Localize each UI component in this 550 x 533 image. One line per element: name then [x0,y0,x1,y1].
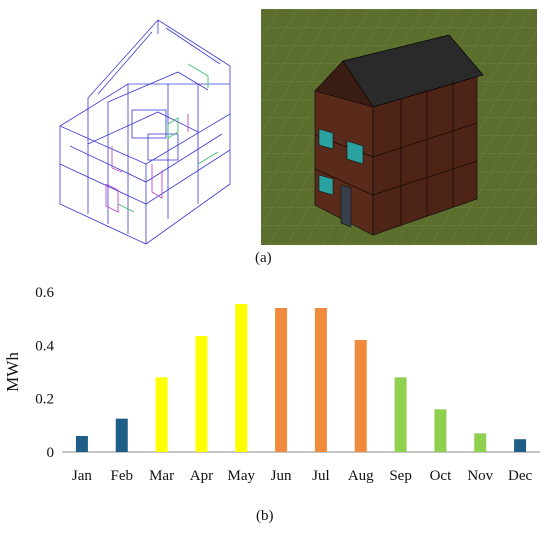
bar-aug [354,340,367,452]
bar-may [235,304,248,452]
y-tick-label: 0.6 [35,285,54,301]
x-tick-label: May [228,468,256,484]
x-tick-label: Nov [467,468,493,484]
x-tick-label: Sep [389,468,412,484]
door [340,184,352,228]
monthly-energy-bar-chart: 0 0.2 0.4 0.6 MWh Jan Feb Mar Apr May Jun Jul Aug Sep… [3,285,540,484]
panel-label-b: (b) [256,508,274,524]
bar-jan [75,436,88,452]
bar-jul [314,308,327,452]
bar-sep [394,377,407,452]
bar-dec [514,439,527,452]
x-tick-label: Jun [271,468,292,484]
x-tick-label: Dec [508,468,532,484]
bar-nov [474,433,487,452]
rendered-building-model [261,9,537,245]
x-tick-label: Feb [111,468,134,484]
x-tick-label: Mar [149,468,174,484]
panel-label-a: (a) [255,250,272,266]
y-tick-label: 0 [47,445,55,461]
y-tick-label: 0.2 [35,392,54,408]
wireframe-building-model [59,19,231,245]
bar-apr [195,336,208,452]
bar-oct [434,409,447,452]
y-tick-label: 0.4 [35,338,54,354]
x-tick-label: Oct [430,468,452,484]
x-tick-label: Apr [190,468,213,484]
bar-feb [115,418,128,452]
y-axis-label: MWh [3,352,22,392]
bar-mar [155,377,168,452]
bar-jun [275,308,288,452]
windows [318,128,364,196]
x-tick-label: Jul [312,468,330,484]
x-tick-label: Jan [72,468,92,484]
x-tick-label: Aug [348,468,374,484]
